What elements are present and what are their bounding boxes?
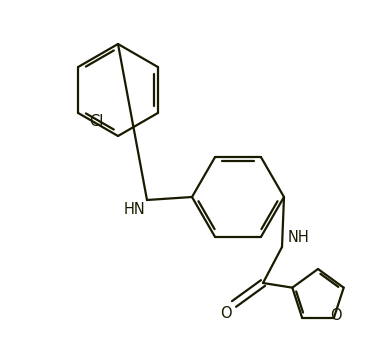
Text: Cl: Cl <box>90 114 104 130</box>
Text: NH: NH <box>288 230 310 245</box>
Text: HN: HN <box>123 202 145 217</box>
Text: O: O <box>220 306 232 321</box>
Text: O: O <box>330 308 342 323</box>
